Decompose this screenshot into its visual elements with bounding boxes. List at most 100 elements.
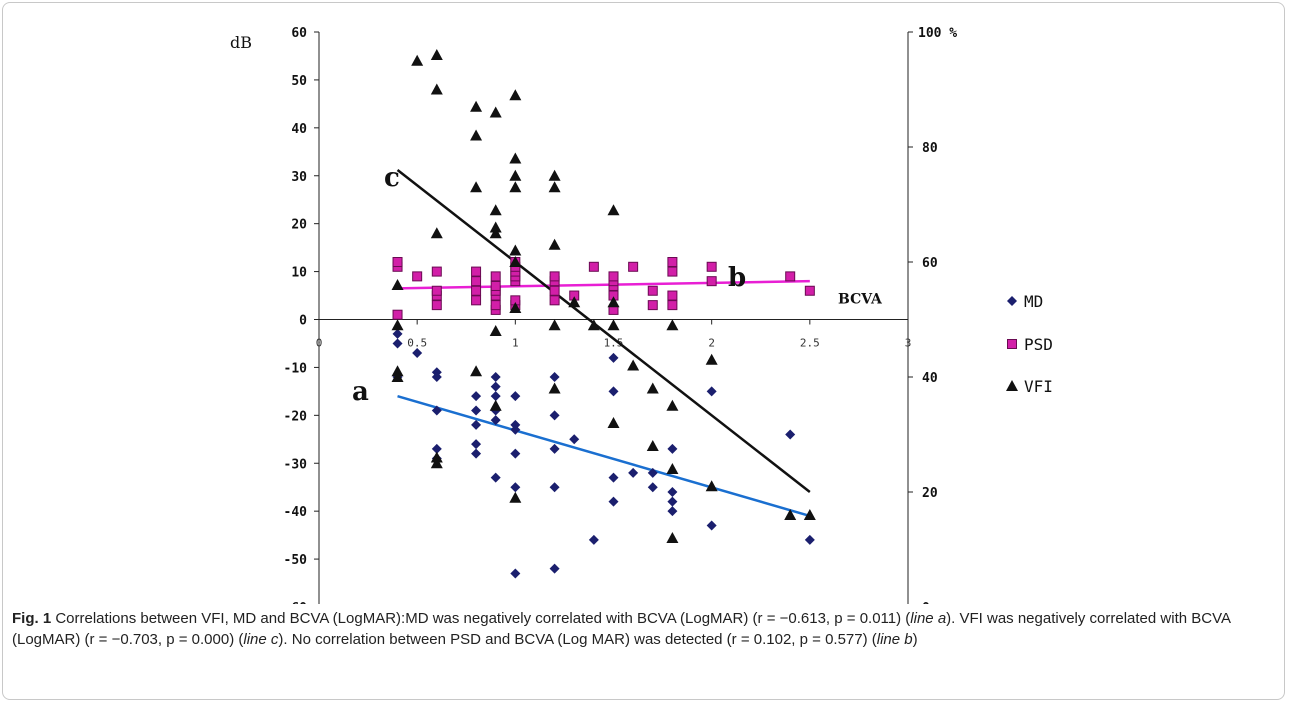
psd-point	[667, 300, 678, 311]
vfi-point	[607, 296, 620, 308]
left-axis-tick-label: 60	[291, 26, 307, 41]
x-axis-tick-label: 3	[905, 337, 912, 350]
vfi-point	[470, 100, 483, 112]
vfi-point	[489, 227, 502, 239]
md-point	[667, 506, 678, 517]
figure-caption: Fig. 1 Correlations between VFI, MD and …	[12, 608, 1274, 650]
md-point	[628, 467, 639, 478]
vfi-point	[705, 353, 718, 365]
vfi-point	[411, 54, 424, 66]
legend-marker-psd	[1007, 339, 1017, 349]
md-point	[490, 415, 501, 426]
x-axis-tick-label: 0	[316, 337, 323, 350]
md-point	[471, 448, 482, 459]
md-point	[549, 443, 560, 454]
x-axis-tick-label: 1.5	[604, 337, 624, 350]
md-point	[647, 467, 658, 478]
right-axis-top-label: 100 %	[918, 26, 957, 41]
vfi-point	[666, 532, 679, 543]
md-point	[667, 443, 678, 454]
md-point	[471, 391, 482, 402]
trend-lines	[396, 169, 811, 518]
trend-line-c	[396, 169, 811, 493]
right-axis-tick-label: 80	[922, 141, 938, 156]
caption-line-ref: line b	[876, 631, 913, 648]
vfi-point	[430, 227, 443, 239]
md-point	[667, 487, 678, 497]
vfi-point	[784, 509, 797, 520]
vfi-point	[548, 319, 561, 331]
psd-point	[667, 290, 678, 301]
vfi-point	[803, 509, 816, 520]
vfi-point	[470, 181, 483, 193]
psd-point	[706, 261, 717, 272]
vfi-point	[391, 279, 404, 290]
vfi-point	[509, 244, 522, 256]
vfi-point	[489, 399, 502, 411]
md-point	[647, 482, 658, 493]
caption-segment: )	[912, 631, 918, 648]
caption-segment: ). No correlation between PSD and BCVA (…	[278, 631, 877, 648]
vfi-point	[548, 238, 561, 250]
left-axis-tick-label: 10	[291, 266, 307, 281]
x-axis-tick-label: 2.5	[800, 337, 820, 350]
psd-point	[608, 271, 619, 282]
legend: MD PSD VFI	[1006, 292, 1053, 396]
axes: -60-50-40-30-20-100102030405060dB0204060…	[230, 26, 957, 604]
vfi-point	[489, 106, 502, 118]
md-point	[431, 443, 442, 454]
psd-point	[392, 309, 403, 320]
left-axis-tick-label: -60	[284, 601, 308, 604]
caption-line-ref: line a	[910, 610, 947, 627]
psd-point	[647, 300, 658, 311]
vfi-point	[666, 399, 679, 411]
right-axis-tick-label: 20	[922, 486, 938, 501]
caption-segment: Correlations between VFI, MD and BCVA (L…	[51, 610, 911, 627]
vfi-point	[489, 221, 502, 233]
vfi-point	[587, 319, 600, 331]
md-point	[706, 520, 717, 531]
vfi-point	[509, 302, 522, 313]
vfi-point	[509, 491, 522, 503]
vfi-point	[646, 440, 659, 451]
vfi-point	[646, 382, 659, 394]
psd-point	[549, 285, 560, 296]
vfi-point	[607, 204, 620, 216]
vfi-point	[470, 365, 483, 377]
vfi-point	[430, 83, 443, 95]
right-axis-tick-label: 60	[922, 256, 938, 271]
psd-point	[431, 285, 442, 296]
md-point	[490, 372, 501, 382]
left-axis-tick-label: 30	[291, 170, 307, 185]
left-axis-tick-label: -50	[284, 553, 308, 568]
psd-point	[431, 300, 442, 311]
left-axis-tick-label: -20	[284, 409, 308, 424]
vfi-point	[509, 256, 522, 267]
left-axis-tick-label: 50	[291, 74, 307, 89]
psd-point	[706, 276, 717, 287]
psd-point	[431, 266, 442, 277]
psd-point	[490, 271, 501, 282]
vfi-point	[430, 457, 443, 469]
left-axis-tick-label: 0	[299, 314, 307, 329]
data-points	[391, 49, 816, 579]
vfi-point	[489, 325, 502, 336]
figure-label: Fig. 1	[12, 610, 52, 627]
vfi-point	[548, 181, 561, 193]
md-point	[510, 424, 521, 435]
vfi-point	[430, 451, 443, 463]
md-point	[785, 429, 796, 440]
vfi-point	[548, 382, 561, 394]
vfi-point	[391, 371, 404, 382]
md-point	[431, 372, 442, 382]
legend-label-psd: PSD	[1024, 335, 1053, 354]
vfi-point	[509, 152, 522, 164]
md-point	[392, 338, 403, 349]
psd-point	[785, 271, 796, 282]
caption-segment: ). VFI was negatively correlated with BC…	[12, 610, 1231, 648]
trend-line-a	[397, 394, 811, 518]
vfi-point	[391, 365, 404, 377]
psd-point	[490, 280, 501, 291]
legend-label-md: MD	[1024, 292, 1043, 311]
